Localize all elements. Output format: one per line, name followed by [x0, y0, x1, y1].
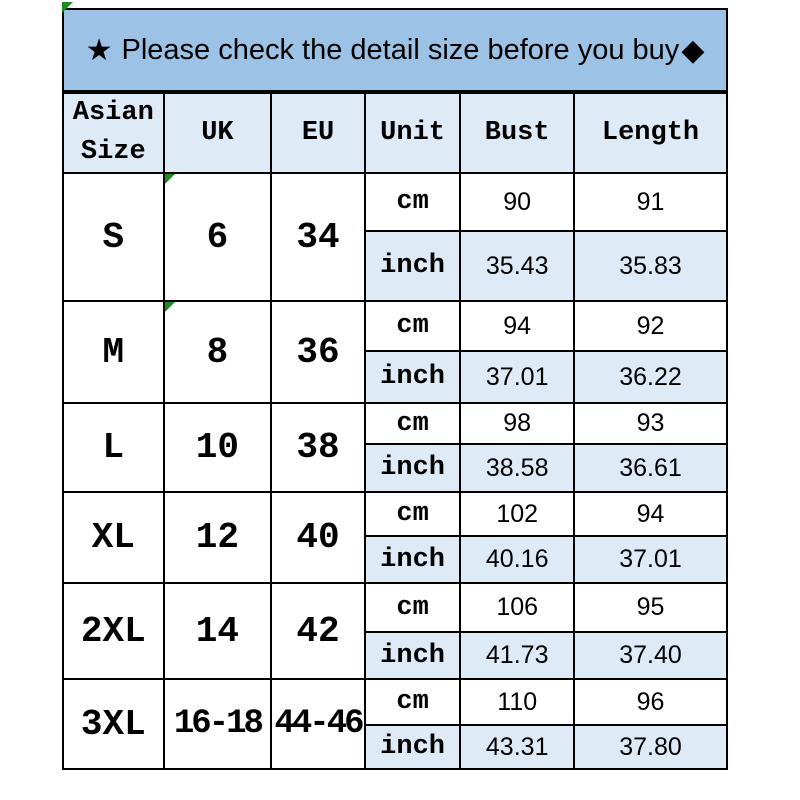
star-icon: ★: [85, 33, 113, 67]
table-row: XL 12 40 cm 102 94: [62, 491, 728, 585]
col-header-eu: EU: [270, 91, 366, 175]
table-row: 2XL 14 42 cm 106 95: [62, 582, 728, 681]
notice-text: Please check the detail size before you …: [121, 33, 680, 66]
size-chart-table: Asian Size UK EU Unit Bust Length S 6 34…: [62, 91, 728, 771]
col-header-asian-size: Asian Size: [62, 91, 165, 175]
table-row: inch 41.73 37.40: [63, 631, 728, 681]
corner-marker-icon: [62, 2, 73, 13]
length-cm-value: 96: [573, 678, 728, 727]
size-cell: M: [62, 300, 165, 405]
size-cell: XL: [62, 491, 165, 585]
unit-inch-cell: inch: [363, 631, 462, 681]
size-cell: S: [62, 172, 165, 303]
bust-cm-value: 102: [459, 491, 576, 538]
length-inch-value: 35.83: [573, 230, 728, 303]
length-inch-value: 37.80: [573, 724, 728, 771]
length-cm-value: 93: [573, 402, 728, 446]
table-row: L 10 38 cm 98 93: [62, 402, 728, 494]
length-cm-value: 94: [573, 491, 728, 538]
size-cell: 2XL: [62, 582, 165, 681]
unit-cm-cell: cm: [363, 491, 462, 538]
bust-inch-value: 38.58: [459, 443, 576, 494]
unit-inch-cell: inch: [363, 724, 462, 771]
length-inch-value: 37.01: [573, 535, 728, 585]
table-row: M 8 36 cm 94 92: [62, 300, 728, 405]
bust-inch-value: 37.01: [459, 350, 576, 405]
eu-cell: 36: [270, 300, 366, 405]
unit-inch-cell: inch: [363, 443, 462, 494]
eu-cell: 40: [270, 491, 366, 585]
eu-cell: 42: [270, 582, 366, 681]
size-cell: 3XL: [62, 678, 165, 771]
unit-inch-cell: inch: [363, 230, 462, 303]
uk-cell: 6: [162, 172, 273, 303]
col-header-uk: UK: [162, 91, 273, 175]
unit-cm-cell: cm: [363, 300, 462, 353]
table-row: inch 43.31 37.80: [63, 724, 728, 771]
eu-cell: 44-46: [270, 678, 366, 771]
bust-cm-value: 94: [459, 300, 576, 353]
uk-cell: 12: [162, 491, 273, 585]
bust-inch-value: 40.16: [459, 535, 576, 585]
table-row: inch 38.58 36.61: [63, 443, 728, 494]
unit-inch-cell: inch: [363, 350, 462, 405]
col-header-bust: Bust: [459, 91, 576, 175]
bust-cm-value: 90: [459, 172, 576, 233]
col-header-unit: Unit: [363, 91, 462, 175]
uk-cell: 14: [162, 582, 273, 681]
length-inch-value: 36.22: [573, 350, 728, 405]
length-cm-value: 92: [573, 300, 728, 353]
table-row: inch 37.01 36.22: [63, 350, 728, 405]
uk-cell: 16-18: [162, 678, 273, 771]
bust-cm-value: 106: [459, 582, 576, 634]
spreadsheet-area: ★ Please check the detail size before yo…: [62, 2, 728, 771]
table-row: S 6 34 cm 90 91: [62, 172, 728, 303]
diamond-icon: ◆: [681, 33, 705, 67]
bust-inch-value: 41.73: [459, 631, 576, 681]
length-cm-value: 91: [573, 172, 728, 233]
length-cm-value: 95: [573, 582, 728, 634]
length-inch-value: 36.61: [573, 443, 728, 494]
bust-inch-value: 35.43: [459, 230, 576, 303]
table-row: 3XL 16-18 44-46 cm 110 96: [62, 678, 728, 771]
unit-inch-cell: inch: [363, 535, 462, 585]
uk-cell: 10: [162, 402, 273, 494]
eu-cell: 34: [270, 172, 366, 303]
unit-cm-cell: cm: [363, 402, 462, 446]
bust-inch-value: 43.31: [459, 724, 576, 771]
col-header-length: Length: [573, 91, 728, 175]
table-row: inch 35.43 35.83: [63, 230, 728, 303]
unit-cm-cell: cm: [363, 582, 462, 634]
unit-cm-cell: cm: [363, 678, 462, 727]
bust-cm-value: 110: [459, 678, 576, 727]
unit-cm-cell: cm: [363, 172, 462, 233]
length-inch-value: 37.40: [573, 631, 728, 681]
table-row: inch 40.16 37.01: [63, 535, 728, 585]
eu-cell: 38: [270, 402, 366, 494]
header-row: Asian Size UK EU Unit Bust Length: [62, 91, 728, 175]
corner-marker-icon: [164, 302, 175, 313]
bust-cm-value: 98: [459, 402, 576, 446]
notice-banner: ★ Please check the detail size before yo…: [62, 2, 728, 92]
size-cell: L: [62, 402, 165, 494]
uk-cell: 8: [162, 300, 273, 405]
corner-marker-icon: [164, 174, 175, 185]
